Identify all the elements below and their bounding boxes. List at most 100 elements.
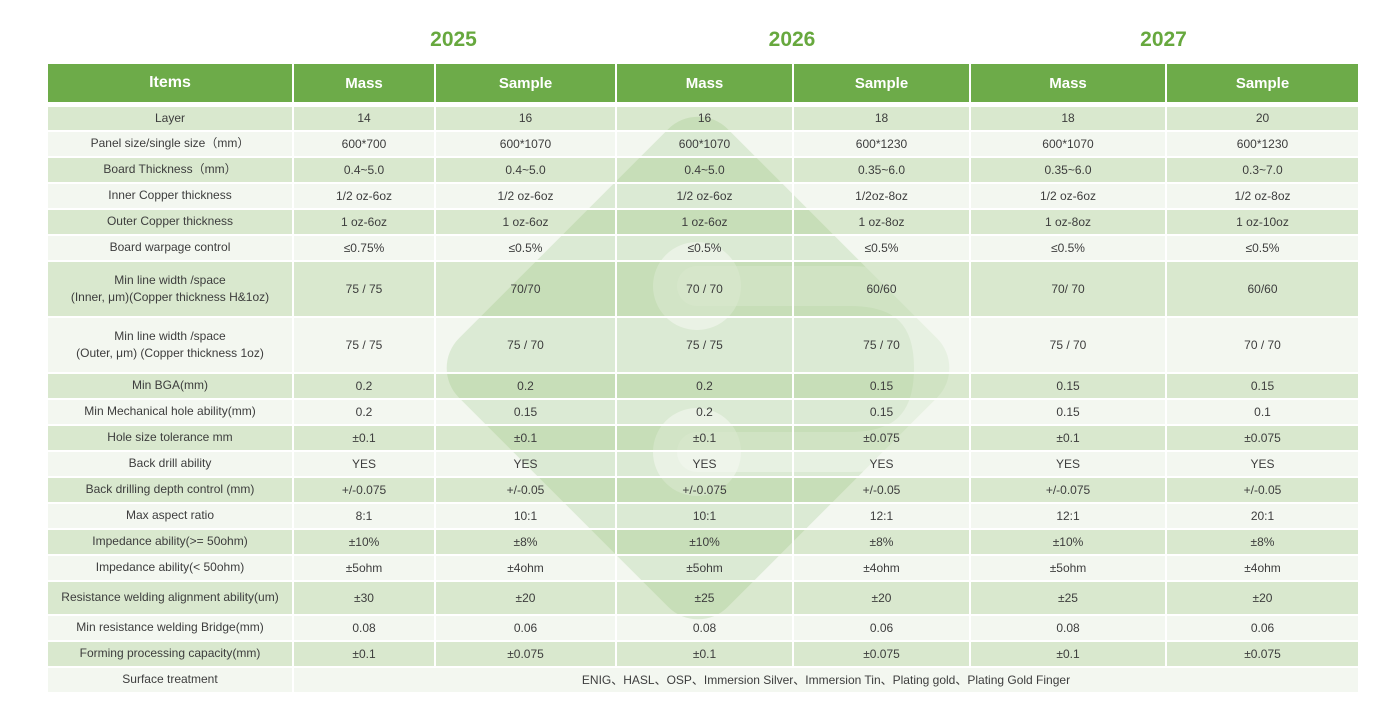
cell-value: ±0.075 bbox=[792, 423, 971, 452]
row-label: Forming processing capacity(mm) bbox=[46, 639, 294, 668]
column-header-items: Items bbox=[46, 62, 294, 107]
cell-value: ±4ohm bbox=[1165, 553, 1360, 582]
cell-value: +/-0.075 bbox=[615, 475, 794, 504]
cell-value: 0.1 bbox=[1165, 397, 1360, 426]
cell-value: 75 / 75 bbox=[292, 259, 436, 318]
table-row: Min line width /space (Inner, μm)(Copper… bbox=[46, 259, 1360, 318]
cell-value: 600*1230 bbox=[792, 129, 971, 158]
cell-value: 60/60 bbox=[1165, 259, 1360, 318]
cell-value: ±4ohm bbox=[434, 553, 617, 582]
table-row: Board warpage control ≤0.75% ≤0.5% ≤0.5%… bbox=[46, 233, 1360, 262]
cell-value: ≤0.5% bbox=[792, 233, 971, 262]
cell-value: +/-0.075 bbox=[292, 475, 436, 504]
column-header-row: Items Mass Sample Mass Sample Mass Sampl… bbox=[46, 62, 1360, 107]
table-row: Board Thickness（mm） 0.4~5.0 0.4~5.0 0.4~… bbox=[46, 155, 1360, 184]
column-header-sample-2026: Sample bbox=[792, 62, 971, 107]
cell-value: 75 / 75 bbox=[292, 315, 436, 374]
column-header-sample-2025: Sample bbox=[434, 62, 617, 107]
cell-value: 1 oz-6oz bbox=[434, 207, 617, 236]
row-label: Panel size/single size（mm） bbox=[46, 129, 294, 158]
cell-value: 0.2 bbox=[292, 371, 436, 400]
cell-value: 0.2 bbox=[615, 371, 794, 400]
row-label: Impedance ability(< 50ohm) bbox=[46, 553, 294, 582]
table-row: Min Mechanical hole ability(mm) 0.2 0.15… bbox=[46, 397, 1360, 426]
cell-value: ±10% bbox=[292, 527, 436, 556]
cell-value: 10:1 bbox=[615, 501, 794, 530]
cell-value: ±30 bbox=[292, 579, 436, 616]
cell-value: 70/70 bbox=[434, 259, 617, 318]
cell-value: 70/ 70 bbox=[969, 259, 1167, 318]
cell-value: 0.15 bbox=[1165, 371, 1360, 400]
table-row: Impedance ability(>= 50ohm) ±10% ±8% ±10… bbox=[46, 527, 1360, 556]
cell-value: ±0.1 bbox=[434, 423, 617, 452]
cell-value: 600*1070 bbox=[969, 129, 1167, 158]
cell-value: YES bbox=[1165, 449, 1360, 478]
cell-value: ±20 bbox=[434, 579, 617, 616]
cell-value: ±8% bbox=[434, 527, 617, 556]
cell-value: 0.35~6.0 bbox=[792, 155, 971, 184]
cell-value: +/-0.05 bbox=[1165, 475, 1360, 504]
cell-value: ±20 bbox=[792, 579, 971, 616]
column-header-mass-2026: Mass bbox=[615, 62, 794, 107]
cell-value: 0.2 bbox=[434, 371, 617, 400]
row-label: Board Thickness（mm） bbox=[46, 155, 294, 184]
row-label: Outer Copper thickness bbox=[46, 207, 294, 236]
cell-value: 75 / 70 bbox=[792, 315, 971, 374]
cell-value: 0.3~7.0 bbox=[1165, 155, 1360, 184]
cell-value: 20 bbox=[1165, 103, 1360, 132]
cell-value: 75 / 75 bbox=[615, 315, 794, 374]
cell-value: 8:1 bbox=[292, 501, 436, 530]
cell-value: ±0.075 bbox=[1165, 423, 1360, 452]
cell-value: ≤0.5% bbox=[969, 233, 1167, 262]
cell-value: ≤0.5% bbox=[434, 233, 617, 262]
table-row: Inner Copper thickness 1/2 oz-6oz 1/2 oz… bbox=[46, 181, 1360, 210]
table-row: Min line width /space (Outer, μm) (Coppe… bbox=[46, 315, 1360, 374]
row-label: Min line width /space (Inner, μm)(Copper… bbox=[46, 259, 294, 318]
cell-value: 1/2 oz-6oz bbox=[615, 181, 794, 210]
cell-value: YES bbox=[615, 449, 794, 478]
cell-value: ±0.075 bbox=[1165, 639, 1360, 668]
cell-value: ±5ohm bbox=[292, 553, 436, 582]
cell-value: ±10% bbox=[969, 527, 1167, 556]
table-row: Impedance ability(< 50ohm) ±5ohm ±4ohm ±… bbox=[46, 553, 1360, 582]
column-header-sample-2027: Sample bbox=[1165, 62, 1360, 107]
cell-value: ±5ohm bbox=[969, 553, 1167, 582]
column-header-mass-2027: Mass bbox=[969, 62, 1167, 107]
cell-value: 0.15 bbox=[969, 397, 1167, 426]
cell-value: 70 / 70 bbox=[615, 259, 794, 318]
cell-value: 1/2 oz-6oz bbox=[969, 181, 1167, 210]
cell-value: 1 oz-8oz bbox=[792, 207, 971, 236]
cell-value: 18 bbox=[969, 103, 1167, 132]
cell-value: 20:1 bbox=[1165, 501, 1360, 530]
row-label: Max aspect ratio bbox=[46, 501, 294, 530]
cell-value: 1/2 oz-6oz bbox=[434, 181, 617, 210]
cell-value: 1/2 oz-8oz bbox=[1165, 181, 1360, 210]
cell-value: +/-0.05 bbox=[434, 475, 617, 504]
row-label: Inner Copper thickness bbox=[46, 181, 294, 210]
cell-value: ≤0.75% bbox=[292, 233, 436, 262]
table-row: Layer 14 16 16 18 18 20 bbox=[46, 103, 1360, 132]
surface-treatment-value: ENIG、HASL、OSP、Immersion Silver、Immersion… bbox=[292, 665, 1360, 694]
cell-value: 0.06 bbox=[434, 613, 617, 642]
cell-value: ±0.1 bbox=[969, 423, 1167, 452]
row-label: Back drill ability bbox=[46, 449, 294, 478]
cell-value: 1 oz-8oz bbox=[969, 207, 1167, 236]
cell-value: 1 oz-6oz bbox=[292, 207, 436, 236]
cell-value: 1 oz-6oz bbox=[615, 207, 794, 236]
cell-value: 0.2 bbox=[292, 397, 436, 426]
cell-value: ≤0.5% bbox=[615, 233, 794, 262]
cell-value: 75 / 70 bbox=[434, 315, 617, 374]
row-label: Impedance ability(>= 50ohm) bbox=[46, 527, 294, 556]
cell-value: 18 bbox=[792, 103, 971, 132]
cell-value: ≤0.5% bbox=[1165, 233, 1360, 262]
cell-value: 0.15 bbox=[434, 397, 617, 426]
cell-value: ±0.1 bbox=[969, 639, 1167, 668]
year-label-2026: 2026 bbox=[768, 28, 816, 51]
cell-value: ±25 bbox=[969, 579, 1167, 616]
cell-value: 0.35~6.0 bbox=[969, 155, 1167, 184]
table-row: Min BGA(mm) 0.2 0.2 0.2 0.15 0.15 0.15 bbox=[46, 371, 1360, 400]
cell-value: 60/60 bbox=[792, 259, 971, 318]
cell-value: 0.08 bbox=[615, 613, 794, 642]
cell-value: ±4ohm bbox=[792, 553, 971, 582]
cell-value: 70 / 70 bbox=[1165, 315, 1360, 374]
